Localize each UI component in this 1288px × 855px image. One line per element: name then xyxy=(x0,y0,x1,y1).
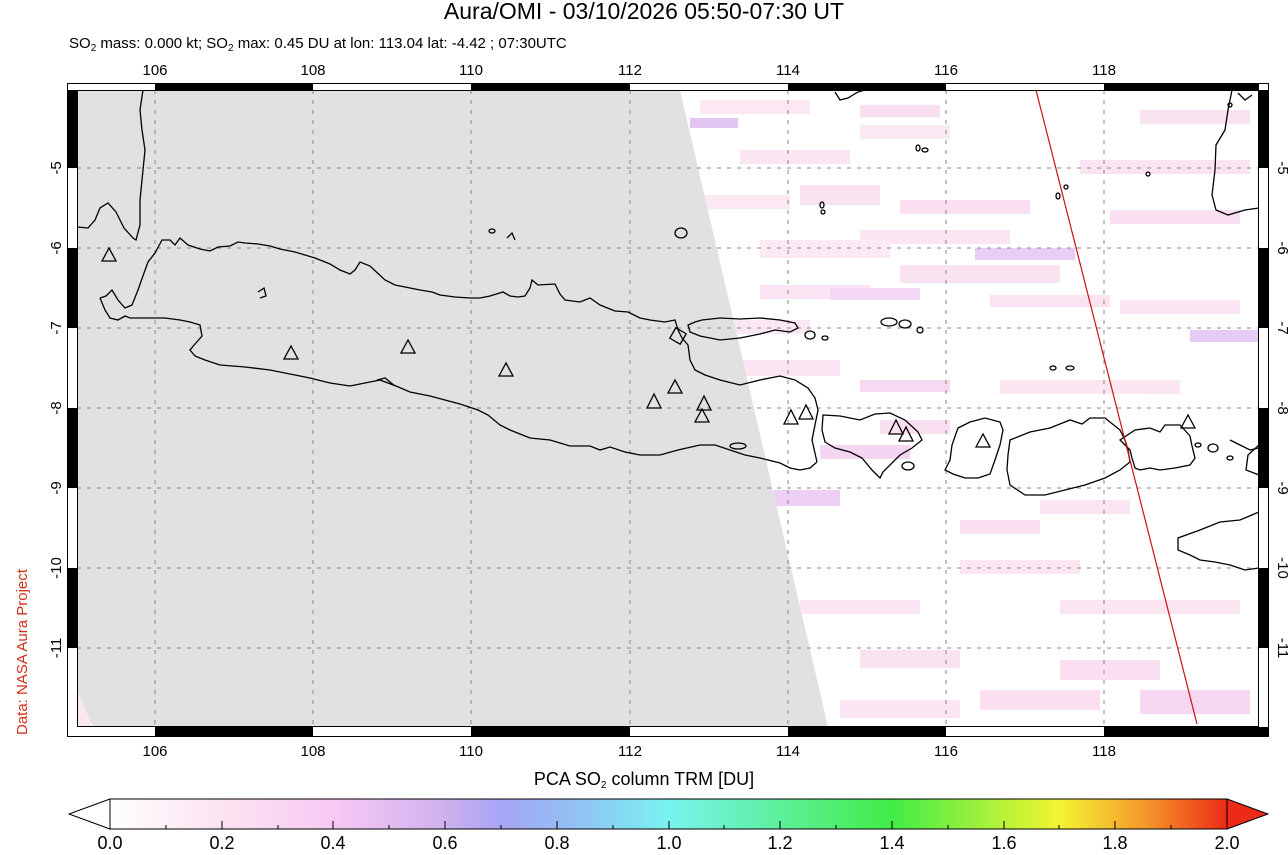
swath-edge-line xyxy=(1035,89,1198,725)
lat-tick-left: -9 xyxy=(48,481,65,495)
coastlines xyxy=(77,90,1259,571)
lon-tick-top: 112 xyxy=(618,62,642,79)
colorbar-title: PCA SO2 column TRM [DU] xyxy=(0,769,1288,791)
subtitle-text: mass: 0.000 kt; SO xyxy=(96,35,228,52)
lat-tick-left: -11 xyxy=(48,637,65,659)
lon-tick-bottom: 110 xyxy=(459,743,483,760)
lat-tick-left: -10 xyxy=(48,557,65,579)
subtitle-text: SO xyxy=(69,35,91,52)
lon-tick-top: 116 xyxy=(934,62,958,79)
colorbar-label: 0.2 xyxy=(209,833,235,853)
volcano-icon xyxy=(399,338,417,354)
colorbar-title-text: column TRM [DU] xyxy=(606,769,755,789)
so2-pixels xyxy=(77,100,1259,727)
volcano-icon xyxy=(100,246,118,262)
volcano-markers xyxy=(100,246,1197,448)
graticule xyxy=(77,90,1259,727)
colorbar-label: 0.6 xyxy=(432,833,458,853)
colorbar-label: 0.8 xyxy=(544,833,570,853)
volcano-icon xyxy=(782,408,800,425)
lon-tick-bottom: 118 xyxy=(1092,743,1116,760)
lon-tick-bottom: 112 xyxy=(618,743,642,760)
lon-tick-bottom: 108 xyxy=(300,743,326,760)
colorbar-label: 2.0 xyxy=(1214,833,1240,853)
colorbar-under-arrow xyxy=(67,798,111,830)
colorbar xyxy=(67,798,1270,830)
lat-tick-right: -11 xyxy=(1274,637,1288,659)
colorbar-label: 1.4 xyxy=(879,833,905,853)
subscript: 2 xyxy=(227,43,234,54)
lat-tick-left: -5 xyxy=(48,161,65,175)
volcano-icon xyxy=(645,392,663,409)
volcano-icon xyxy=(666,378,684,394)
volcano-icon xyxy=(1179,413,1197,429)
colorbar-label: 1.8 xyxy=(1102,833,1128,853)
volcano-icon xyxy=(797,403,815,420)
plot-subtitle: SO2 mass: 0.000 kt; SO2 max: 0.45 DU at … xyxy=(69,35,567,54)
map-frame xyxy=(67,83,1269,737)
colorbar-label: 0.4 xyxy=(320,833,346,853)
lat-tick-right: -10 xyxy=(1274,557,1288,579)
colorbar-label: 1.6 xyxy=(991,833,1017,853)
lat-tick-right: -5 xyxy=(1274,161,1288,175)
lat-tick-right: -8 xyxy=(1274,401,1288,415)
lat-tick-right: -7 xyxy=(1274,321,1288,335)
lat-tick-left: -6 xyxy=(48,241,65,255)
lat-tick-right: -6 xyxy=(1274,241,1288,255)
lon-tick-bottom: 114 xyxy=(776,743,800,760)
lon-tick-top: 106 xyxy=(142,62,168,79)
lat-tick-right: -9 xyxy=(1274,481,1288,495)
lon-tick-bottom: 106 xyxy=(142,743,168,760)
colorbar-over-arrow xyxy=(1226,798,1270,830)
volcano-icon xyxy=(887,418,905,435)
colorbar-ticks xyxy=(165,821,1172,829)
volcano-icon xyxy=(897,425,915,442)
subscript: 2 xyxy=(600,780,607,791)
lon-tick-top: 108 xyxy=(300,62,326,79)
subscript: 2 xyxy=(90,43,97,54)
volcano-icon xyxy=(497,361,515,377)
colorbar-label: 0.0 xyxy=(97,833,123,853)
colorbar-title-text: PCA SO xyxy=(533,769,601,789)
subtitle-text: max: 0.45 DU at lon: 113.04 lat: -4.42 ;… xyxy=(233,35,567,52)
lon-tick-top: 118 xyxy=(1092,62,1116,79)
volcano-icon xyxy=(974,432,992,448)
lon-tick-top: 110 xyxy=(459,62,483,79)
volcano-icon xyxy=(693,407,711,423)
lon-tick-top: 114 xyxy=(776,62,800,79)
lon-tick-bottom: 116 xyxy=(934,743,958,760)
colorbar-label: 1.0 xyxy=(656,833,682,853)
lat-tick-left: -8 xyxy=(48,401,65,415)
lat-tick-left: -7 xyxy=(48,321,65,335)
plot-title: Aura/OMI - 03/10/2026 05:50-07:30 UT xyxy=(443,0,845,24)
volcano-icon xyxy=(282,344,300,360)
colorbar-label: 1.2 xyxy=(767,833,793,853)
volcano-icon xyxy=(695,394,713,411)
